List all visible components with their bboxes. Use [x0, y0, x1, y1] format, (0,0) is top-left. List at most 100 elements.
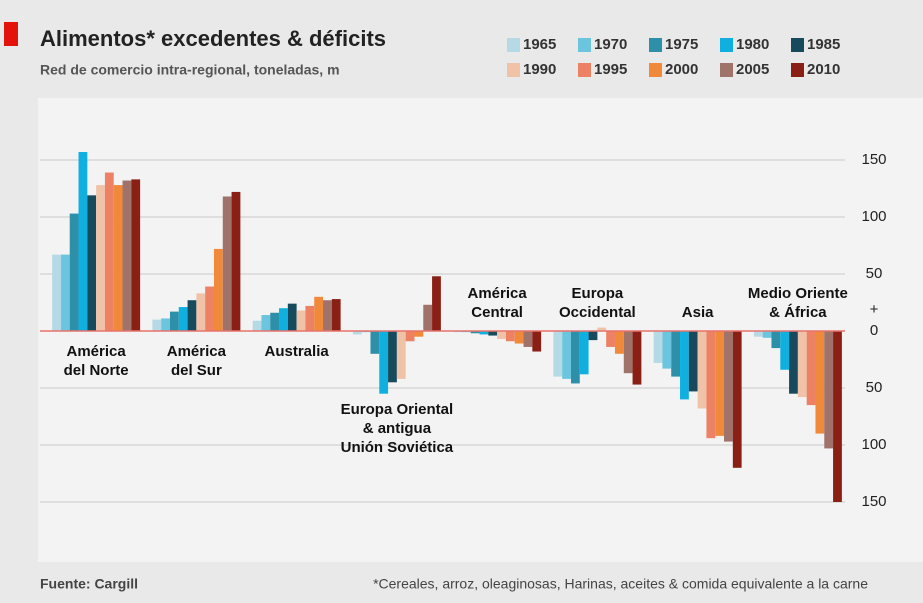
bar: [806, 331, 816, 406]
legend-swatch: [649, 38, 662, 52]
bar: [688, 331, 698, 392]
bar: [196, 293, 206, 331]
bar: [570, 331, 580, 384]
bar: [632, 331, 642, 385]
bar: [396, 331, 406, 379]
y-tick-label: 100: [861, 208, 886, 225]
bar: [405, 331, 415, 342]
legend-label: 1980: [736, 36, 769, 53]
bar: [279, 308, 288, 331]
bar: [762, 331, 772, 338]
bar: [479, 331, 489, 335]
legend-swatch: [507, 63, 520, 77]
legend-label: 1985: [807, 36, 840, 53]
category-label: Europa: [572, 285, 624, 302]
legend-swatch: [578, 38, 591, 52]
category-label: América: [468, 285, 528, 302]
legend-swatch: [720, 63, 733, 77]
bar: [305, 305, 315, 331]
bar: [187, 300, 197, 331]
bar: [261, 315, 271, 331]
chart-subtitle: Red de comercio intra-regional, tonelada…: [40, 62, 340, 78]
bar: [588, 331, 598, 341]
bar: [287, 303, 297, 331]
bar: [169, 311, 179, 331]
bar: [579, 331, 589, 375]
bar: [104, 172, 114, 331]
bar: [662, 331, 672, 369]
category-label: Unión Soviética: [341, 439, 454, 456]
y-tick-label: 50: [866, 265, 883, 282]
category-label: América: [67, 343, 127, 360]
y-tick-label: 150: [861, 493, 886, 510]
bar: [60, 254, 70, 331]
bar: [724, 331, 733, 442]
bar: [697, 331, 707, 409]
bar: [414, 331, 424, 337]
y-tick-label: 0: [870, 322, 878, 339]
bar: [523, 331, 533, 347]
source: Fuente: Cargill: [40, 576, 138, 592]
bar: [131, 179, 141, 331]
bar: [824, 331, 834, 449]
category-label: Occidental: [559, 304, 636, 321]
bar: [732, 331, 742, 468]
bar: [423, 304, 433, 331]
category-label: América: [167, 343, 227, 360]
bar: [488, 331, 498, 336]
legend-label: 1995: [594, 61, 627, 78]
bar: [231, 191, 241, 331]
bar: [370, 331, 380, 354]
bar: [432, 276, 441, 331]
category-label: Medio Oriente: [748, 285, 848, 302]
bar: [52, 254, 61, 331]
bar: [562, 331, 571, 379]
bar: [514, 331, 524, 344]
category-label: Australia: [265, 343, 330, 360]
bar: [470, 331, 480, 334]
bar: [623, 331, 633, 374]
y-tick-label: 50: [866, 379, 883, 396]
legend-swatch: [507, 38, 520, 52]
bar: [270, 312, 280, 331]
category-label: Europa Oriental: [341, 401, 454, 418]
bar: [597, 327, 607, 331]
bar: [96, 185, 105, 331]
bar: [296, 310, 306, 331]
brand-tab: [4, 22, 18, 46]
bar: [653, 331, 663, 363]
bar: [352, 331, 362, 335]
legend-swatch: [720, 38, 733, 52]
bar: [715, 331, 725, 436]
legend-swatch: [578, 63, 591, 77]
bar: [314, 296, 324, 331]
bar: [87, 195, 97, 331]
bar: [706, 331, 716, 439]
category-label: & antigua: [363, 420, 432, 437]
category-label: del Norte: [64, 362, 129, 379]
bar: [815, 331, 825, 434]
bar: [161, 318, 170, 331]
legend-swatch: [649, 63, 662, 77]
bar: [252, 320, 262, 331]
legend-label: 2000: [665, 61, 698, 78]
legend-label: 1965: [523, 36, 556, 53]
category-label: del Sur: [171, 362, 222, 379]
category-label: & África: [769, 304, 827, 321]
category-label: Central: [471, 304, 523, 321]
legend-label: 1990: [523, 61, 556, 78]
bar: [222, 196, 232, 331]
bar: [771, 331, 781, 349]
bar: [797, 331, 807, 398]
bar: [833, 331, 842, 502]
bar: [78, 152, 88, 331]
bar: [505, 331, 515, 342]
bar: [553, 331, 563, 377]
bar: [532, 331, 542, 352]
bar: [178, 307, 188, 331]
bar: [113, 185, 123, 331]
bar: [606, 331, 615, 347]
bar: [152, 319, 162, 331]
